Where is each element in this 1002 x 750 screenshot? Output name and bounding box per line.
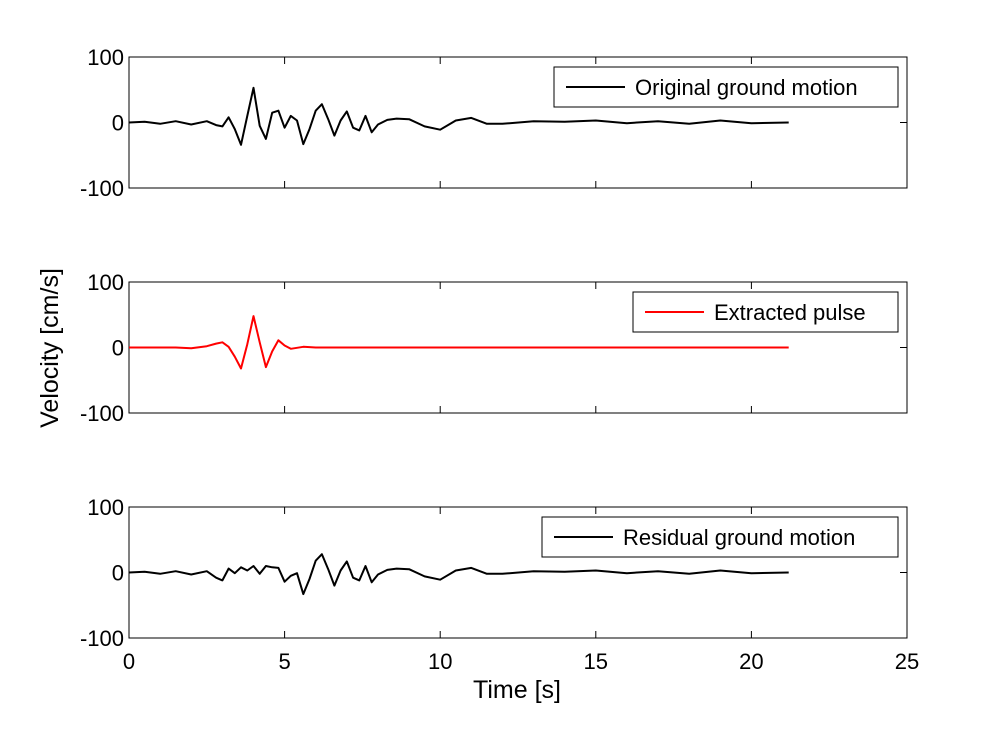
x-tick-label: 25 — [895, 649, 919, 674]
x-tick-label: 10 — [428, 649, 452, 674]
y-tick-label: 0 — [112, 111, 124, 136]
series-line-1-1 — [128, 86, 789, 146]
y-tick-label: 100 — [87, 270, 124, 295]
legend-label: Original ground motion — [635, 75, 858, 100]
y-tick-label: 0 — [112, 336, 124, 361]
x-tick-label: 15 — [584, 649, 608, 674]
y-tick-label: -100 — [80, 401, 124, 426]
y-tick-label: 0 — [112, 561, 124, 586]
legend-label: Extracted pulse — [714, 300, 866, 325]
legend-label: Residual ground motion — [623, 525, 855, 550]
legend: Original ground motion — [553, 66, 899, 108]
chart-panel-2: -100 0 100 Extracted pulse — [80, 270, 908, 426]
y-tick-label: 100 — [87, 495, 124, 520]
y-axis-title: Velocity [cm/s] — [36, 268, 64, 428]
y-tick-label: -100 — [80, 176, 124, 201]
x-axis-title: Time [s] — [473, 676, 561, 704]
x-tick-label: 0 — [123, 649, 135, 674]
legend: Residual ground motion — [541, 516, 899, 558]
x-tick-label: 20 — [739, 649, 763, 674]
series-line-3-1 — [128, 553, 789, 596]
x-tick-label: 5 — [278, 649, 290, 674]
chart-panel-1: -100 0 100 Original ground motion — [80, 45, 908, 201]
y-tick-label: -100 — [80, 626, 124, 651]
series-line-2-1 — [129, 315, 789, 370]
y-tick-label: 100 — [87, 45, 124, 70]
legend: Extracted pulse — [632, 291, 899, 333]
